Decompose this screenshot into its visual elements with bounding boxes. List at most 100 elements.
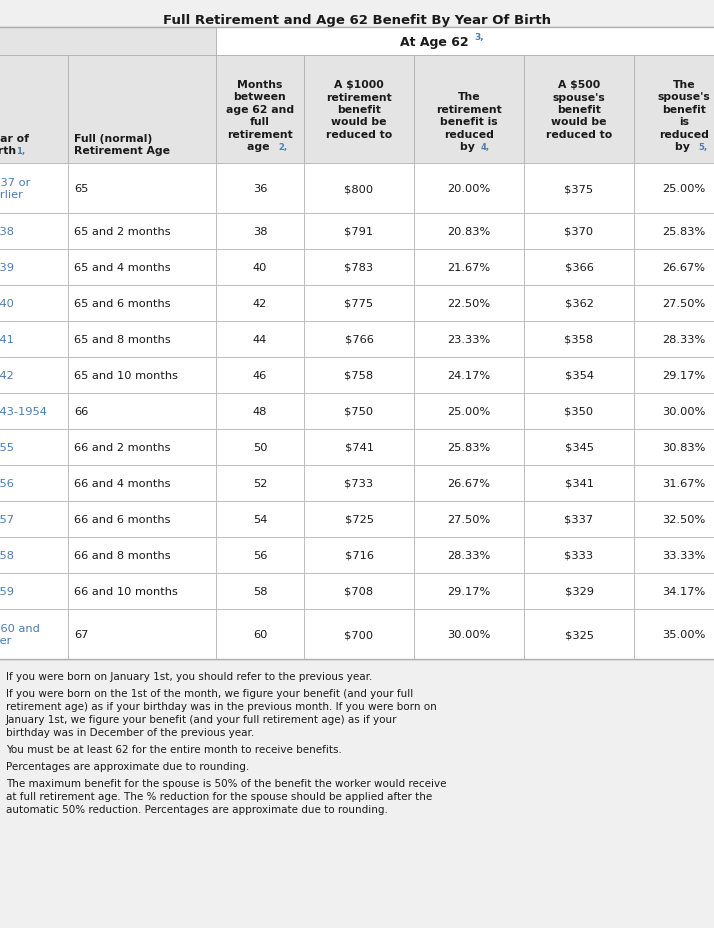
Bar xyxy=(414,537,524,574)
Text: 38: 38 xyxy=(253,226,267,237)
Text: 30.83%: 30.83% xyxy=(663,443,705,453)
Bar xyxy=(414,357,524,393)
Bar xyxy=(0,250,68,286)
Bar xyxy=(216,501,304,537)
Text: 42: 42 xyxy=(253,299,267,309)
Bar xyxy=(634,164,714,213)
Text: $766: $766 xyxy=(345,335,373,344)
Text: 23.33%: 23.33% xyxy=(448,335,491,344)
Bar xyxy=(68,430,216,466)
Text: $350: $350 xyxy=(565,406,593,417)
Text: $362: $362 xyxy=(565,299,593,309)
Text: The maximum benefit for the spouse is 50% of the benefit the worker would receiv: The maximum benefit for the spouse is 50… xyxy=(6,779,446,788)
Text: A $1000
retirement
benefit
would be
reduced to: A $1000 retirement benefit would be redu… xyxy=(326,80,392,139)
Text: Full (normal)
Retirement Age: Full (normal) Retirement Age xyxy=(74,134,170,156)
Text: 1938: 1938 xyxy=(0,226,15,237)
Bar xyxy=(304,393,414,430)
Text: 65 and 10 months: 65 and 10 months xyxy=(74,370,178,380)
Text: $758: $758 xyxy=(344,370,373,380)
Text: 30.00%: 30.00% xyxy=(663,406,705,417)
Text: 22.50%: 22.50% xyxy=(448,299,491,309)
Text: $750: $750 xyxy=(344,406,373,417)
Text: $366: $366 xyxy=(565,263,593,273)
Bar xyxy=(304,501,414,537)
Text: $716: $716 xyxy=(344,550,373,561)
Text: 65 and 4 months: 65 and 4 months xyxy=(74,263,171,273)
Text: 35.00%: 35.00% xyxy=(663,629,705,639)
Text: 66 and 8 months: 66 and 8 months xyxy=(74,550,171,561)
Text: 5,: 5, xyxy=(698,143,707,152)
Bar xyxy=(0,28,714,659)
Bar xyxy=(524,610,634,659)
Bar xyxy=(68,574,216,610)
Text: 1942: 1942 xyxy=(0,370,15,380)
Text: 1956: 1956 xyxy=(0,479,15,488)
Bar xyxy=(216,28,714,56)
Text: 52: 52 xyxy=(253,479,267,488)
Bar xyxy=(68,537,216,574)
Bar xyxy=(68,56,216,164)
Bar xyxy=(0,164,68,213)
Bar xyxy=(0,430,68,466)
Text: $341: $341 xyxy=(565,479,593,488)
Bar xyxy=(414,213,524,250)
Bar xyxy=(68,213,216,250)
Bar xyxy=(68,610,216,659)
Text: 21.67%: 21.67% xyxy=(448,263,491,273)
Bar xyxy=(524,322,634,357)
Bar xyxy=(0,28,216,56)
Text: $337: $337 xyxy=(565,514,593,524)
Text: 50: 50 xyxy=(253,443,267,453)
Text: 1955: 1955 xyxy=(0,443,15,453)
Bar xyxy=(634,250,714,286)
Text: 67: 67 xyxy=(74,629,89,639)
Bar xyxy=(414,430,524,466)
Bar xyxy=(0,322,68,357)
Bar xyxy=(216,574,304,610)
Text: 25.83%: 25.83% xyxy=(663,226,705,237)
Bar xyxy=(304,286,414,322)
Bar xyxy=(216,537,304,574)
Text: $708: $708 xyxy=(344,586,373,597)
Text: 1958: 1958 xyxy=(0,550,15,561)
Bar xyxy=(524,164,634,213)
Text: If you were born on the 1st of the month, we figure your benefit (and your full: If you were born on the 1st of the month… xyxy=(6,689,413,698)
Text: 20.83%: 20.83% xyxy=(448,226,491,237)
Text: 29.17%: 29.17% xyxy=(448,586,491,597)
Bar xyxy=(414,610,524,659)
Bar xyxy=(414,501,524,537)
Bar xyxy=(68,357,216,393)
Text: If you were born on January 1st, you should refer to the previous year.: If you were born on January 1st, you sho… xyxy=(6,671,373,681)
Text: 2,: 2, xyxy=(278,143,287,152)
Text: 66 and 2 months: 66 and 2 months xyxy=(74,443,171,453)
Bar xyxy=(634,393,714,430)
Bar xyxy=(216,164,304,213)
Text: 28.33%: 28.33% xyxy=(448,550,491,561)
Text: 25.00%: 25.00% xyxy=(663,184,705,194)
Text: $345: $345 xyxy=(565,443,593,453)
Text: $333: $333 xyxy=(565,550,593,561)
Bar xyxy=(68,164,216,213)
Text: 1937 or
earlier: 1937 or earlier xyxy=(0,177,31,200)
Text: 66: 66 xyxy=(74,406,89,417)
Text: 3,: 3, xyxy=(474,32,483,42)
Text: 25.83%: 25.83% xyxy=(448,443,491,453)
Bar xyxy=(304,164,414,213)
Text: 65 and 6 months: 65 and 6 months xyxy=(74,299,171,309)
Bar xyxy=(414,56,524,164)
Text: $358: $358 xyxy=(565,335,593,344)
Text: 33.33%: 33.33% xyxy=(663,550,705,561)
Text: $725: $725 xyxy=(344,514,373,524)
Bar xyxy=(634,286,714,322)
Text: The
spouse's
benefit
is
reduced
by: The spouse's benefit is reduced by xyxy=(658,80,710,152)
Bar xyxy=(524,250,634,286)
Bar xyxy=(0,393,68,430)
Bar xyxy=(634,213,714,250)
Bar xyxy=(0,28,714,659)
Bar xyxy=(304,574,414,610)
Text: 66 and 6 months: 66 and 6 months xyxy=(74,514,171,524)
Bar xyxy=(634,537,714,574)
Bar xyxy=(216,393,304,430)
Text: 1957: 1957 xyxy=(0,514,15,524)
Bar xyxy=(414,466,524,501)
